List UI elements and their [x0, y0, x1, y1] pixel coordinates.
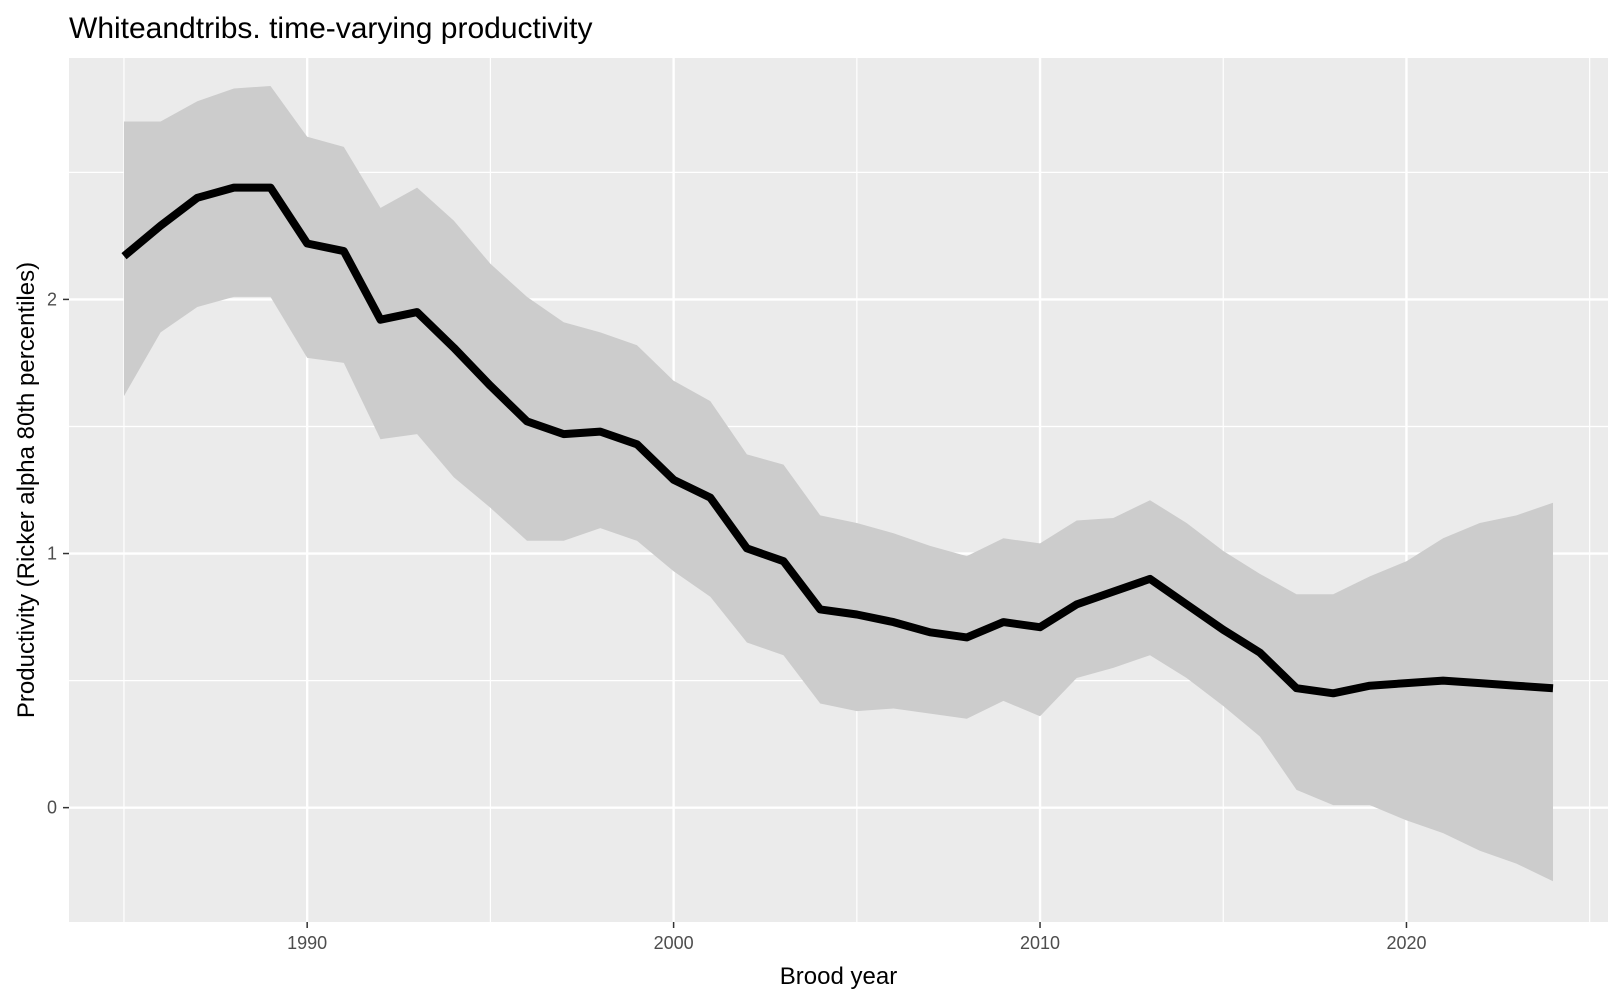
- x-tick-label: 2010: [1020, 933, 1060, 953]
- y-tick-label: 2: [47, 289, 57, 309]
- x-tick-label: 2000: [654, 933, 694, 953]
- y-tick-label: 1: [47, 544, 57, 564]
- y-tick-label: 0: [47, 798, 57, 818]
- productivity-line: [121, 183, 1554, 698]
- line-layer: [121, 183, 1554, 698]
- y-axis-title: Productivity (Ricker alpha 80th percenti…: [13, 262, 40, 718]
- x-axis-title: Brood year: [780, 963, 897, 990]
- x-tick-label: 2020: [1386, 933, 1426, 953]
- x-tick-label: 1990: [287, 933, 327, 953]
- x-axis-ticks: 1990 2000 2010 2020: [287, 922, 1426, 953]
- confidence-ribbon: [124, 86, 1553, 882]
- y-axis-ticks: 0 1 2: [47, 289, 69, 818]
- ribbon-layer: [124, 86, 1553, 882]
- chart-title: Whiteandtribs. time-varying productivity: [69, 12, 593, 45]
